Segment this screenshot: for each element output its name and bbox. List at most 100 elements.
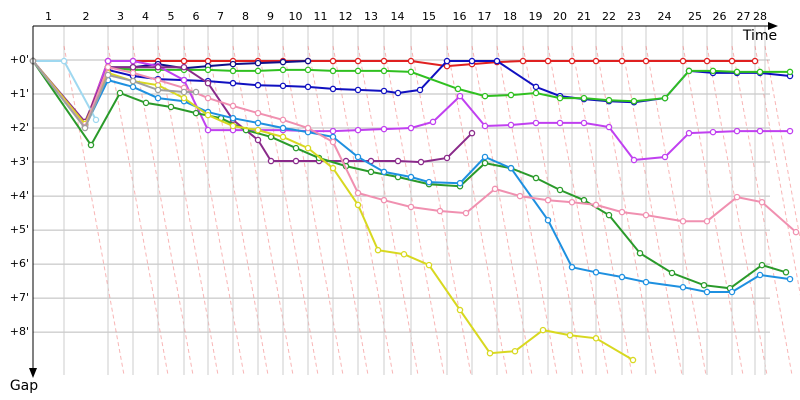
data-point	[354, 201, 362, 209]
lap-guide	[63, 45, 125, 376]
data-point	[304, 144, 312, 152]
y-tick-label: +5'	[10, 223, 29, 236]
data-point	[566, 331, 574, 339]
x-tick-label: 2	[83, 10, 90, 23]
data-point	[254, 126, 262, 134]
data-point	[129, 69, 137, 77]
data-point	[407, 203, 415, 211]
data-point	[204, 111, 212, 119]
data-point	[329, 85, 337, 93]
x-tick-label: 8	[242, 10, 249, 23]
data-point	[468, 57, 476, 65]
data-point	[129, 83, 137, 91]
data-point	[532, 119, 540, 127]
lap-guide	[282, 45, 344, 376]
data-point	[180, 88, 188, 96]
x-tick-label: 28	[753, 10, 767, 23]
data-point	[456, 306, 464, 314]
data-point	[618, 57, 626, 65]
data-point	[129, 57, 137, 65]
data-point	[685, 129, 693, 137]
data-point	[254, 136, 262, 144]
data-point	[481, 159, 489, 167]
x-tick-label: 4	[142, 10, 149, 23]
data-point	[556, 186, 564, 194]
x-tick-label: 17	[478, 10, 492, 23]
data-point	[661, 153, 669, 161]
data-point	[618, 208, 626, 216]
data-point	[556, 119, 564, 127]
data-point	[443, 57, 451, 65]
data-point	[229, 79, 237, 87]
y-tick-label: +8'	[10, 325, 29, 338]
data-point	[60, 57, 68, 65]
x-tick-label: 6	[193, 10, 200, 23]
data-point	[668, 269, 676, 277]
data-point	[486, 349, 494, 357]
x-tick-label: 5	[168, 10, 175, 23]
data-point	[380, 57, 388, 65]
data-point	[354, 153, 362, 161]
data-point	[507, 121, 515, 129]
data-point	[605, 211, 613, 219]
data-point	[491, 185, 499, 193]
data-point	[443, 154, 451, 162]
data-point	[782, 269, 790, 276]
data-point	[394, 157, 402, 165]
data-point	[354, 189, 362, 197]
lap-guide	[307, 45, 369, 376]
data-point	[407, 57, 415, 65]
data-point	[267, 157, 275, 165]
data-point	[279, 124, 287, 132]
data-point	[429, 118, 437, 126]
data-point	[354, 126, 362, 134]
data-point	[104, 71, 112, 79]
data-point	[507, 91, 515, 99]
data-point	[592, 57, 600, 65]
data-point	[154, 63, 162, 71]
data-point	[568, 57, 576, 65]
data-point	[116, 89, 124, 97]
data-point	[329, 164, 337, 172]
series-line	[32, 60, 755, 126]
data-point	[532, 89, 540, 97]
data-point	[92, 116, 100, 124]
data-point	[254, 119, 262, 127]
data-point	[516, 192, 524, 200]
data-point	[204, 94, 212, 102]
data-point	[544, 57, 552, 65]
series-line	[32, 60, 787, 290]
x-tick-label: 7	[217, 10, 224, 23]
x-tick-label: 18	[503, 10, 517, 23]
x-tick-label: 3	[117, 10, 124, 23]
data-point	[167, 103, 175, 111]
data-point	[733, 68, 741, 76]
x-tick-label: 10	[289, 10, 303, 23]
data-point	[254, 67, 262, 75]
data-point	[758, 261, 766, 269]
x-tick-label: 16	[453, 10, 467, 23]
data-point	[679, 217, 687, 225]
data-point	[481, 153, 489, 161]
data-point	[462, 209, 470, 217]
data-point	[380, 67, 388, 75]
x-tick-label: 27	[737, 10, 751, 23]
data-point	[629, 356, 637, 364]
x-tick-label: 22	[602, 10, 616, 23]
x-tick-label: 12	[339, 10, 353, 23]
y-tick-label: +0'	[10, 53, 29, 66]
data-point	[229, 67, 237, 75]
y-tick-label: +3'	[10, 155, 29, 168]
data-point	[733, 193, 741, 201]
data-point	[279, 116, 287, 124]
data-point	[180, 76, 188, 84]
x-tick-label: 14	[391, 10, 405, 23]
data-point	[417, 158, 425, 166]
x-tick-label: 26	[713, 10, 727, 23]
data-point	[436, 207, 444, 215]
data-point	[304, 66, 312, 74]
lap-guide	[706, 45, 768, 376]
data-point	[154, 76, 162, 84]
data-point	[367, 168, 375, 176]
